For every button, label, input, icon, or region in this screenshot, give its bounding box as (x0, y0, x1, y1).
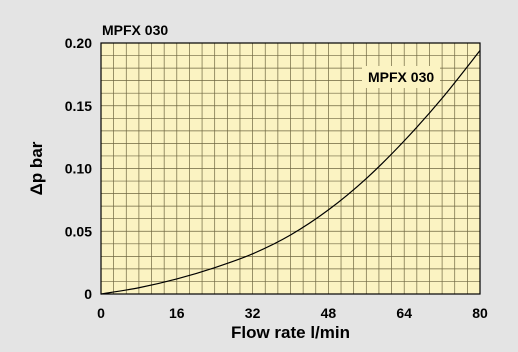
y-tick-label: 0.10 (65, 161, 92, 177)
chart-title: MPFX 030 (102, 22, 168, 38)
series-label-background (362, 66, 440, 88)
plot-frame (100, 42, 481, 295)
y-tick-label: 0.15 (65, 98, 92, 114)
x-tick-label: 32 (245, 305, 261, 321)
y-axis-ticks: 0 0.05 0.10 0.15 0.20 (65, 35, 92, 302)
y-axis-title: Δp bar (27, 141, 46, 195)
y-tick-label: 0 (84, 286, 92, 302)
series-label-box: MPFX 030 (362, 66, 440, 88)
x-tick-label: 16 (169, 305, 185, 321)
x-tick-label: 48 (321, 305, 337, 321)
y-tick-label: 0.20 (65, 35, 92, 51)
x-tick-label: 0 (97, 305, 105, 321)
x-axis-title: Flow rate l/min (231, 323, 350, 342)
y-tick-label: 0.05 (65, 223, 92, 239)
x-tick-label: 64 (396, 305, 412, 321)
x-axis-ticks: 0 16 32 48 64 80 (97, 305, 488, 321)
x-tick-label: 80 (472, 305, 488, 321)
series-label: MPFX 030 (368, 69, 434, 85)
series-line-mpfx-030 (100, 50, 481, 295)
